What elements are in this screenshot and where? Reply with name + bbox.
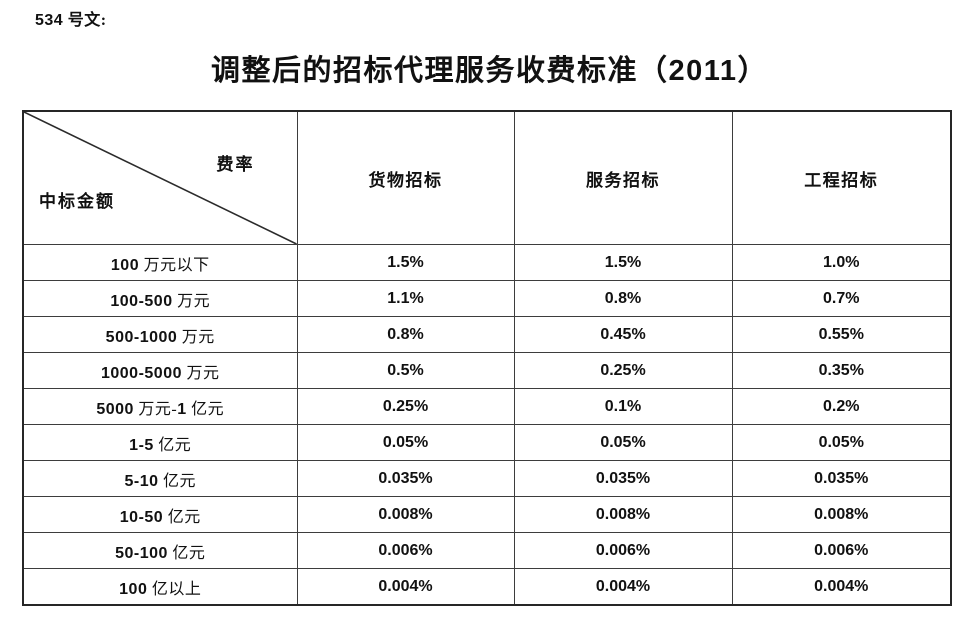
rate-cell-goods: 1.5% (296, 244, 515, 281)
table-row: 5000 万元-1 亿元 0.25% 0.1% 0.2% (22, 388, 952, 425)
fee-rate-table: 费率 中标金额 货物招标 服务招标 工程招标 100 万元以下 1.5% 1.5… (22, 110, 952, 606)
rate-cell-service: 0.25% (513, 352, 733, 389)
rate-cell-goods: 0.5% (296, 352, 515, 389)
rate-cell-goods: 0.004% (296, 568, 515, 606)
table-row: 1-5 亿元 0.05% 0.05% 0.05% (22, 424, 952, 461)
corner-label-amount: 中标金额 (39, 192, 115, 211)
table-row: 100-500 万元 1.1% 0.8% 0.7% (22, 280, 952, 317)
rate-cell-service: 0.1% (513, 388, 733, 425)
table-row: 100 万元以下 1.5% 1.5% 1.0% (22, 244, 952, 281)
diagonal-divider-line (24, 112, 297, 244)
rate-cell-service: 0.05% (513, 424, 733, 461)
column-header-service: 服务招标 (513, 110, 733, 245)
amount-cell: 100-500 万元 (22, 280, 298, 317)
rate-cell-goods: 0.035% (296, 460, 515, 497)
table-row: 50-100 亿元 0.006% 0.006% 0.006% (22, 532, 952, 569)
rate-cell-engineering: 0.7% (731, 280, 952, 317)
table-row: 10-50 亿元 0.008% 0.008% 0.008% (22, 496, 952, 533)
rate-cell-goods: 0.25% (296, 388, 515, 425)
amount-cell: 500-1000 万元 (22, 316, 298, 353)
table-row: 5-10 亿元 0.035% 0.035% 0.035% (22, 460, 952, 497)
header-row: 费率 中标金额 货物招标 服务招标 工程招标 (22, 110, 952, 245)
rate-cell-engineering: 0.004% (731, 568, 952, 606)
rate-cell-engineering: 0.05% (731, 424, 952, 461)
amount-cell: 50-100 亿元 (22, 532, 298, 569)
rate-cell-service: 1.5% (513, 244, 733, 281)
table-corner-cell: 费率 中标金额 (22, 110, 298, 245)
rate-cell-goods: 0.006% (296, 532, 515, 569)
amount-cell: 1-5 亿元 (22, 424, 298, 461)
page-title: 调整后的招标代理服务收费标准（2011） (211, 55, 768, 87)
rate-cell-engineering: 0.35% (731, 352, 952, 389)
rate-cell-goods: 0.008% (296, 496, 515, 533)
amount-cell: 10-50 亿元 (22, 496, 298, 533)
amount-cell: 5000 万元-1 亿元 (22, 388, 298, 425)
doc-number: 534 号文: (35, 12, 107, 29)
rate-cell-service: 0.008% (513, 496, 733, 533)
rate-cell-goods: 0.8% (296, 316, 515, 353)
rate-cell-service: 0.8% (513, 280, 733, 317)
rate-cell-engineering: 0.035% (731, 460, 952, 497)
fee-table-container: 费率 中标金额 货物招标 服务招标 工程招标 100 万元以下 1.5% 1.5… (22, 110, 952, 606)
rate-cell-goods: 0.05% (296, 424, 515, 461)
table-row: 500-1000 万元 0.8% 0.45% 0.55% (22, 316, 952, 353)
rate-cell-engineering: 0.008% (731, 496, 952, 533)
rate-cell-engineering: 0.006% (731, 532, 952, 569)
table-row: 100 亿以上 0.004% 0.004% 0.004% (22, 568, 952, 606)
amount-cell: 100 亿以上 (22, 568, 298, 606)
rate-cell-goods: 1.1% (296, 280, 515, 317)
rate-cell-service: 0.45% (513, 316, 733, 353)
corner-label-rate: 费率 (216, 155, 255, 174)
column-header-engineering: 工程招标 (731, 110, 952, 245)
rate-cell-engineering: 0.2% (731, 388, 952, 425)
rate-cell-service: 0.035% (513, 460, 733, 497)
column-header-goods: 货物招标 (296, 110, 515, 245)
amount-cell: 100 万元以下 (22, 244, 298, 281)
amount-cell: 5-10 亿元 (22, 460, 298, 497)
rate-cell-engineering: 0.55% (731, 316, 952, 353)
table-row: 1000-5000 万元 0.5% 0.25% 0.35% (22, 352, 952, 389)
amount-cell: 1000-5000 万元 (22, 352, 298, 389)
rate-cell-engineering: 1.0% (731, 244, 952, 281)
rate-cell-service: 0.004% (513, 568, 733, 606)
rate-cell-service: 0.006% (513, 532, 733, 569)
